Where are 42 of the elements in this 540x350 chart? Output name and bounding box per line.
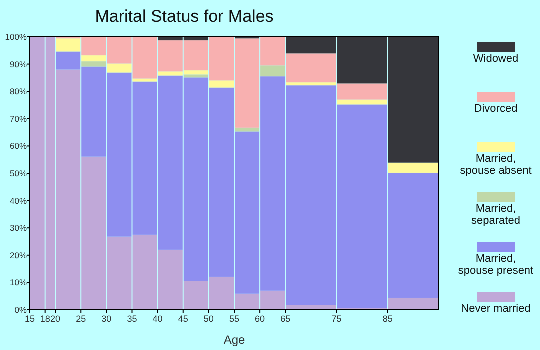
bar	[260, 66, 286, 77]
legend-label: Married, spouse absent	[460, 153, 532, 177]
bar	[56, 38, 81, 52]
x-tick-label: 85	[382, 314, 393, 324]
bar	[82, 62, 106, 67]
bar	[107, 64, 132, 73]
bar	[235, 128, 260, 132]
x-tick-label: 75	[332, 314, 342, 324]
bar	[209, 80, 234, 88]
x-tick-label: 15	[24, 314, 36, 324]
y-tick-label: 50%	[10, 168, 28, 178]
legend-label: Widowed	[473, 53, 519, 65]
x-tick-label: 35	[127, 314, 138, 324]
y-tick-label: 70%	[10, 114, 28, 124]
legend-label: Married, separated	[472, 203, 520, 227]
y-tick-label: 0%	[14, 305, 28, 315]
x-tick-label: 25	[76, 314, 86, 324]
x-tick-label: 40	[152, 314, 163, 324]
legend-label: Married, spouse present	[458, 253, 534, 277]
legend-label: Never married	[461, 303, 531, 315]
x-tick-label: 45	[178, 314, 188, 324]
x-tick-label: 18	[40, 314, 50, 324]
y-tick-label: 100%	[5, 32, 28, 42]
y-tick-label: 20%	[10, 250, 28, 260]
x-tick-label: 60	[255, 314, 266, 324]
y-tick-label: 30%	[10, 223, 28, 234]
y-tick-label: 40%	[10, 196, 28, 206]
y-tick-label: 60%	[10, 141, 28, 152]
x-tick-label: 30	[102, 314, 112, 324]
x-tick-label: 20	[50, 314, 61, 324]
x-axis-title: Age	[224, 333, 246, 347]
y-tick-label: 10%	[10, 278, 28, 288]
y-tick-label: 90%	[10, 59, 28, 70]
bar	[82, 56, 106, 62]
chart-title: Marital Status for Males	[95, 7, 274, 26]
legend-label: Divorced	[474, 103, 518, 115]
x-tick-label: 50	[204, 314, 214, 324]
x-tick-label: 55	[229, 314, 240, 324]
bar	[184, 74, 208, 78]
y-tick-label: 80%	[10, 86, 28, 97]
bar	[132, 78, 158, 82]
x-tick-label: 65	[280, 314, 291, 324]
